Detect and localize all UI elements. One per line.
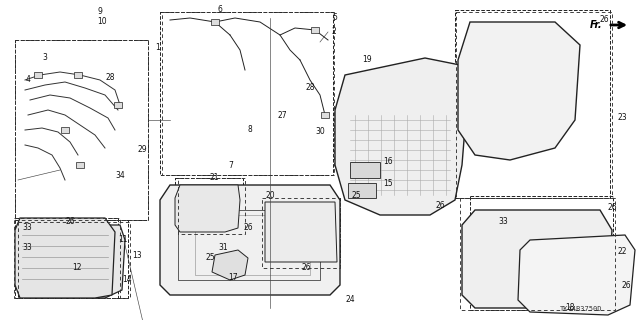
Text: 28: 28	[305, 84, 314, 92]
Bar	[178, 178, 245, 234]
Text: 26: 26	[622, 281, 632, 290]
Text: 20: 20	[265, 190, 275, 199]
Text: 26: 26	[608, 204, 618, 212]
Bar	[15, 40, 148, 220]
Polygon shape	[458, 22, 580, 160]
Bar	[175, 178, 243, 232]
Bar	[162, 12, 334, 175]
Text: 26: 26	[435, 201, 445, 210]
Polygon shape	[175, 185, 240, 232]
Text: 6: 6	[218, 5, 223, 14]
Bar	[76, 162, 84, 168]
Text: 22: 22	[618, 247, 627, 257]
Text: 26: 26	[65, 218, 75, 227]
Text: 34: 34	[115, 171, 125, 180]
Polygon shape	[518, 235, 635, 315]
Text: 7: 7	[228, 161, 233, 170]
Bar	[160, 12, 333, 175]
Polygon shape	[335, 58, 468, 215]
Text: 31: 31	[218, 244, 228, 252]
Polygon shape	[265, 202, 337, 262]
Bar	[460, 198, 615, 310]
Text: 12: 12	[72, 263, 81, 273]
Polygon shape	[350, 162, 380, 178]
Text: 11: 11	[118, 236, 127, 244]
Text: 25: 25	[352, 190, 362, 199]
Text: 33: 33	[22, 223, 32, 233]
Bar	[15, 218, 118, 298]
Text: 26: 26	[302, 263, 312, 273]
Bar	[321, 112, 329, 118]
Text: 15: 15	[383, 179, 392, 188]
Text: 1: 1	[155, 44, 160, 52]
Text: 2: 2	[332, 28, 337, 36]
Bar	[18, 220, 128, 298]
Text: 10: 10	[97, 18, 107, 27]
Bar	[14, 218, 120, 298]
Text: 29: 29	[138, 146, 148, 155]
Bar	[114, 102, 122, 108]
Bar	[18, 222, 130, 298]
Polygon shape	[160, 185, 340, 295]
Text: 9: 9	[97, 7, 102, 17]
Text: 27: 27	[278, 110, 287, 119]
Bar	[262, 198, 340, 268]
Text: Fr.: Fr.	[589, 20, 602, 30]
Bar	[455, 10, 610, 198]
Bar	[456, 12, 612, 198]
Text: 24: 24	[345, 295, 355, 305]
Text: TK44B3750D: TK44B3750D	[560, 306, 602, 312]
Polygon shape	[18, 225, 125, 298]
Bar	[262, 198, 340, 265]
Polygon shape	[15, 218, 115, 298]
Text: 13: 13	[132, 251, 141, 260]
Bar	[15, 40, 148, 220]
Bar	[34, 72, 42, 78]
Text: 21: 21	[210, 173, 220, 182]
Bar	[61, 127, 69, 133]
Bar	[470, 196, 613, 310]
Text: 19: 19	[362, 55, 372, 65]
Text: 30: 30	[315, 127, 324, 137]
Text: 14: 14	[122, 276, 132, 284]
Text: 28: 28	[105, 74, 115, 83]
Text: 23: 23	[617, 114, 627, 123]
Text: 25: 25	[205, 253, 214, 262]
Bar	[74, 72, 82, 78]
Text: 18: 18	[565, 303, 575, 313]
Text: 26: 26	[243, 223, 253, 233]
Text: 33: 33	[498, 218, 508, 227]
Text: 5: 5	[332, 13, 337, 22]
Text: 4: 4	[26, 76, 31, 84]
Bar	[211, 19, 219, 25]
Polygon shape	[212, 250, 248, 280]
Text: 8: 8	[248, 125, 253, 134]
Text: 17: 17	[228, 274, 237, 283]
Text: 16: 16	[383, 157, 392, 166]
Text: 33: 33	[22, 244, 32, 252]
Polygon shape	[462, 210, 612, 308]
Polygon shape	[348, 183, 376, 198]
Text: 26: 26	[600, 15, 610, 25]
Bar	[311, 27, 319, 33]
Text: 3: 3	[42, 53, 47, 62]
